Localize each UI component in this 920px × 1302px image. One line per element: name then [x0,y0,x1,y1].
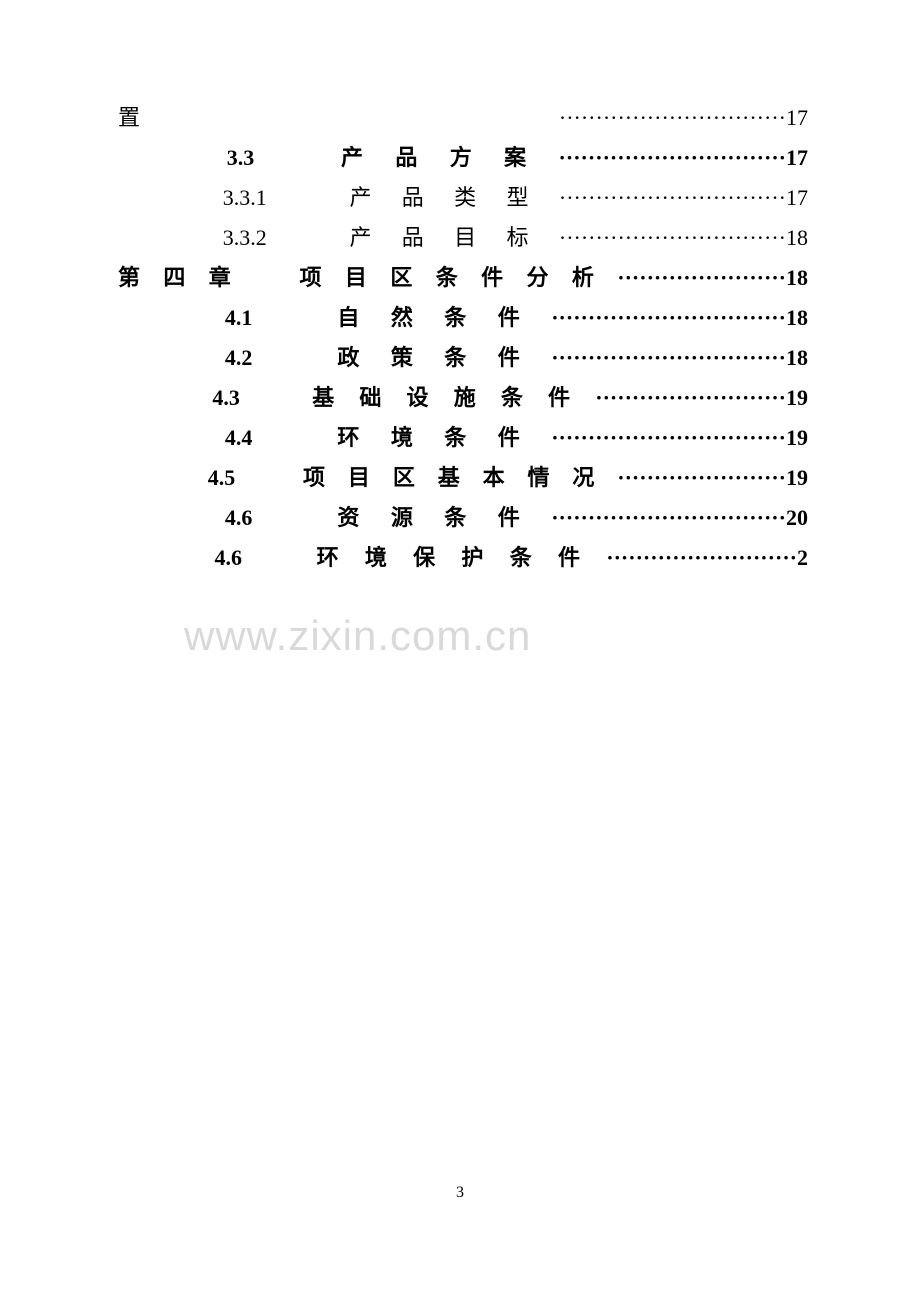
toc-line: 第四章 项目区条件分析·······················18 [118,258,808,298]
toc-line: 4.2 政策条件································… [118,338,808,378]
toc-line: 4.6 资源条件································… [118,498,808,538]
toc-line: 4.3 基础设施条件··························19 [118,378,808,418]
toc-line: 4.1 自然条件································… [118,298,808,338]
toc-line: 4.4 环境条件································… [118,418,808,458]
page-number: 3 [0,1184,920,1202]
page-body: 置·······························17 3.3 产… [118,98,808,578]
toc-line: 3.3.1 产品类型······························… [118,178,808,218]
toc-line: 3.3 产品方案·······························1… [118,138,808,178]
toc-line: 4.6 环境保护条件··························2 [118,538,808,578]
toc-line: 置·······························17 [118,98,808,138]
watermark-text: www.zixin.com.cn [184,612,531,660]
toc-line: 4.5 项目区基本情况·······················19 [118,458,808,498]
toc-line: 3.3.2 产品目标······························… [118,218,808,258]
